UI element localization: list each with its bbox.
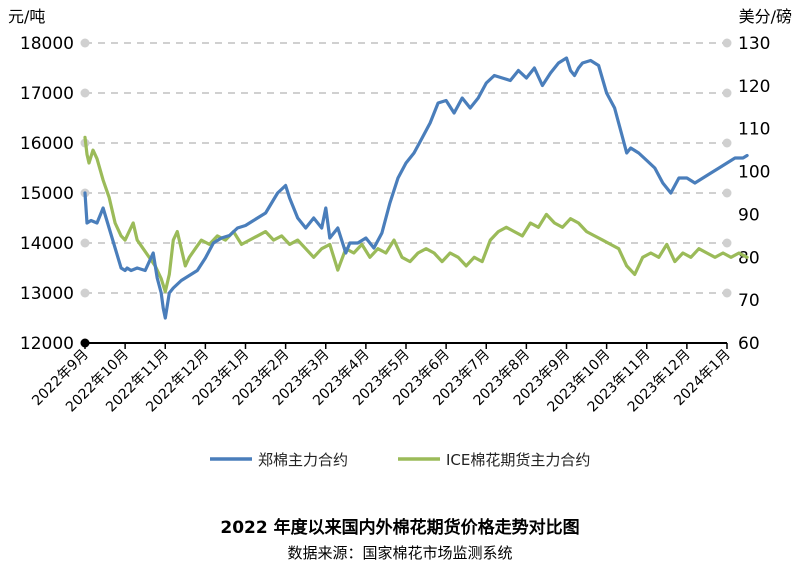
left-axis-label: 元/吨 — [8, 7, 45, 26]
right-tick-label: 130 — [738, 34, 770, 54]
gridline-dot-left — [80, 238, 90, 248]
right-tick-label: 100 — [738, 163, 770, 183]
gridline-dot-right — [722, 88, 732, 98]
gridline-dot-left — [80, 288, 90, 298]
gridline-dot-right — [722, 138, 732, 148]
right-axis-label: 美分/磅 — [739, 7, 792, 26]
right-tick-label: 110 — [738, 120, 770, 140]
left-tick-label: 14000 — [20, 234, 74, 254]
left-tick-label: 18000 — [20, 34, 74, 54]
series-lines — [83, 56, 749, 320]
right-tick-label: 90 — [738, 205, 760, 225]
series-line-zhengmian — [83, 56, 749, 320]
x-axis: 2022年9月2022年10月2022年11月2022年12月2023年1月20… — [29, 338, 734, 415]
right-axis-ticks: 60 70 80 90 100 110 120 130 — [738, 34, 770, 354]
gridline-dot-left — [80, 88, 90, 98]
price-chart: 元/吨 美分/磅 1200013000140001500016000170001… — [8, 7, 792, 469]
right-tick-label: 80 — [738, 248, 760, 268]
left-tick-label: 17000 — [20, 84, 74, 104]
left-axis-ticks: 12000 13000 14000 15000 16000 17000 18000 — [20, 34, 74, 354]
data-source: 数据来源：国家棉花市场监测系统 — [287, 544, 513, 562]
legend: 郑棉主力合约 ICE棉花期货主力合约 — [210, 451, 590, 469]
gridline-dot-right — [722, 38, 732, 48]
gridline-dot-right — [722, 288, 732, 298]
left-tick-label: 12000 — [20, 334, 74, 354]
left-tick-label: 13000 — [20, 284, 74, 304]
legend-label: 郑棉主力合约 — [258, 451, 348, 469]
gridline-dot-left — [80, 38, 90, 48]
right-tick-label: 60 — [738, 334, 760, 354]
chart-title: 2022 年度以来国内外棉花期货价格走势对比图 — [220, 518, 580, 538]
legend-label: ICE棉花期货主力合约 — [446, 451, 590, 469]
series-line-ice — [83, 135, 749, 294]
gridlines — [80, 38, 732, 298]
right-tick-label: 70 — [738, 291, 760, 311]
gridline-dot-right — [722, 238, 732, 248]
right-tick-label: 120 — [738, 77, 770, 97]
gridline-dot-right — [722, 188, 732, 198]
left-tick-label: 16000 — [20, 134, 74, 154]
left-tick-label: 15000 — [20, 184, 74, 204]
